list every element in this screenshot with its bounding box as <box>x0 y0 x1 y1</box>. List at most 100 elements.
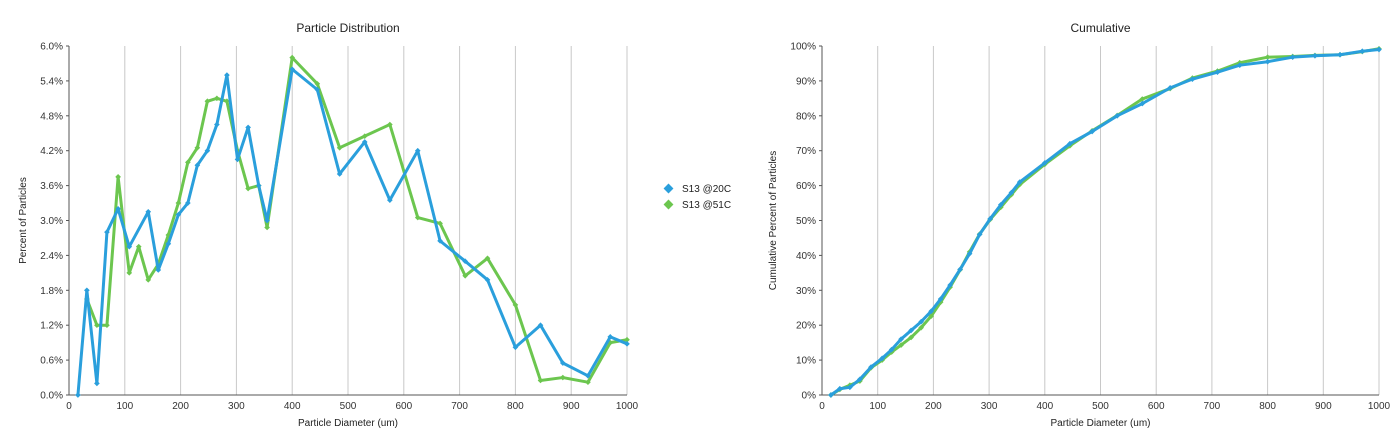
y-tick-label: 10% <box>796 356 816 367</box>
data-point <box>908 327 914 334</box>
data-point <box>194 162 201 169</box>
y-tick-label: 0% <box>802 391 817 402</box>
data-point <box>126 270 133 276</box>
legend-item: S13 @20C <box>663 183 731 195</box>
x-tick-label: 0 <box>66 401 72 412</box>
y-tick-label: 4.2% <box>40 146 63 157</box>
data-point <box>126 243 133 250</box>
data-point <box>537 322 544 329</box>
data-point <box>264 217 270 224</box>
x-tick-label: 500 <box>340 401 357 412</box>
y-tick-label: 1.2% <box>40 321 63 332</box>
data-point <box>1264 58 1271 65</box>
data-point <box>937 296 944 302</box>
data-point <box>414 214 421 221</box>
data-point <box>1089 128 1095 135</box>
data-point <box>560 374 566 381</box>
data-point <box>1289 54 1296 60</box>
x-tick-label: 800 <box>507 401 524 412</box>
data-point <box>898 336 904 342</box>
data-point <box>1214 69 1221 76</box>
data-point <box>387 197 393 203</box>
x-axis-label: Particle Diameter (um) <box>298 418 398 429</box>
series-20c <box>75 66 630 398</box>
data-point <box>997 201 1004 208</box>
data-point <box>879 355 885 362</box>
data-point <box>289 66 296 73</box>
data-point <box>437 238 443 244</box>
data-point <box>314 86 321 93</box>
x-tick-label: 200 <box>925 401 942 412</box>
data-point <box>387 121 393 128</box>
data-point <box>484 255 491 262</box>
data-point <box>1008 189 1015 196</box>
data-point <box>484 277 491 283</box>
y-tick-label: 6.0% <box>40 42 63 53</box>
data-point <box>245 185 251 192</box>
data-point <box>512 302 519 308</box>
x-tick-label: 0 <box>819 401 825 412</box>
series-20c <box>828 46 1382 398</box>
y-axis-label: Percent of Particles <box>18 177 29 264</box>
y-axis-label: Cumulative Percent of Particles <box>768 151 779 291</box>
data-point <box>888 346 895 353</box>
data-point <box>847 384 853 391</box>
data-point <box>336 171 343 177</box>
y-tick-label: 90% <box>796 76 816 87</box>
y-tick-label: 50% <box>796 216 816 227</box>
data-point <box>214 95 220 102</box>
data-point <box>1376 46 1382 53</box>
series-line <box>85 56 629 384</box>
series-line <box>829 47 1381 397</box>
legend-label: S13 @20C <box>682 184 731 195</box>
data-point <box>94 322 100 329</box>
data-point <box>966 250 973 257</box>
legend-marker <box>663 199 674 210</box>
data-point <box>462 272 469 279</box>
legend: S13 @20C S13 @51C <box>663 183 731 211</box>
data-point <box>115 206 121 212</box>
data-point <box>868 364 874 370</box>
data-point <box>155 267 162 273</box>
x-axis-label: Particle Diameter (um) <box>1050 418 1150 429</box>
y-tick-label: 2.4% <box>40 251 63 262</box>
cumulative-chart: 0 100 200 300 400 500 600 700 800 900 1000 0% 10% 20%… <box>768 21 1391 429</box>
x-tick-label: 200 <box>172 401 189 412</box>
data-point <box>1167 85 1173 91</box>
data-point <box>264 224 270 231</box>
data-point <box>624 340 630 347</box>
data-point <box>1067 140 1073 147</box>
data-point <box>1337 51 1343 58</box>
data-point <box>908 334 914 341</box>
data-point <box>145 208 152 215</box>
data-point <box>234 156 241 163</box>
y-tick-label: 80% <box>796 111 816 122</box>
data-point <box>204 147 211 154</box>
y-tick-label: 3.6% <box>40 181 63 192</box>
data-point <box>624 336 630 343</box>
series-line <box>829 47 1381 397</box>
legend-item: S13 @51C <box>663 199 731 211</box>
y-tick-label: 1.8% <box>40 286 63 297</box>
distribution-chart: 0 100 200 300 400 500 600 700 800 900 1000 0.0% 0.6%… <box>18 21 639 429</box>
data-point <box>1041 160 1048 166</box>
data-point <box>115 174 121 180</box>
data-point <box>462 258 469 265</box>
data-point <box>94 380 100 387</box>
x-tick-label: 900 <box>1315 401 1332 412</box>
x-tick-label: 400 <box>284 401 301 412</box>
data-point <box>255 182 262 189</box>
data-point <box>204 98 211 105</box>
data-point <box>175 211 182 218</box>
x-tick-label: 700 <box>451 401 468 412</box>
x-tick-label: 600 <box>1148 401 1165 412</box>
x-tick-label: 600 <box>395 401 412 412</box>
data-point <box>336 144 343 151</box>
data-point <box>135 243 142 250</box>
data-point <box>918 324 924 331</box>
chart-title: Particle Distribution <box>296 21 399 35</box>
chart-title: Cumulative <box>1070 21 1130 35</box>
data-point <box>1114 112 1121 119</box>
y-tick-label: 60% <box>796 181 816 192</box>
